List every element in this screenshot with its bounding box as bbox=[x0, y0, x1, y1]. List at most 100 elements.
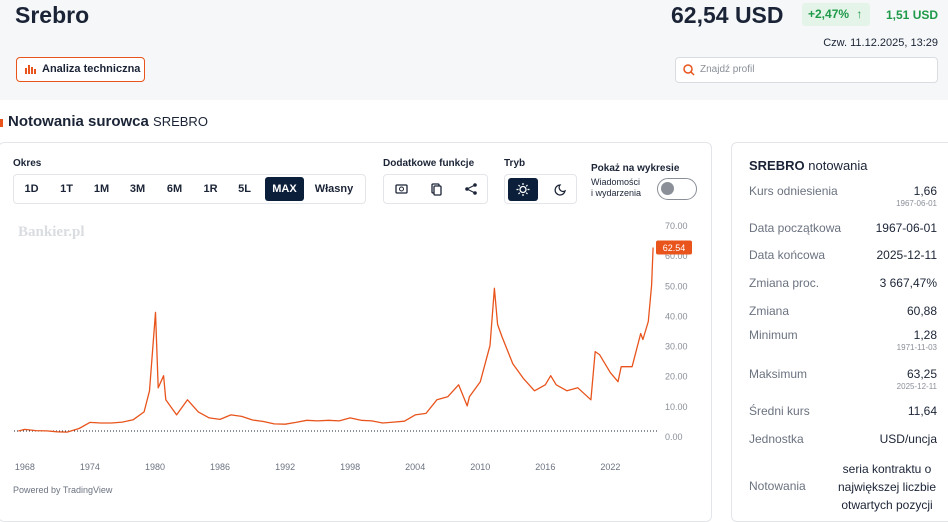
news-line: Wiadomości bbox=[591, 177, 641, 187]
stat-label: Zmiana proc. bbox=[749, 276, 820, 290]
stat-value: 2025-12-11 bbox=[876, 248, 938, 262]
stat-row: Kurs odniesienia 1,66 1967-06-01 bbox=[749, 184, 937, 208]
stat-row: Maksimum 63,25 2025-12-11 bbox=[749, 367, 937, 391]
search-placeholder: Znajdź profil bbox=[700, 64, 755, 75]
stat-row: Data końcowa 2025-12-11 bbox=[749, 248, 937, 268]
x-tick-label: 2010 bbox=[470, 462, 490, 472]
y-tick-label: 50.00 bbox=[665, 281, 688, 291]
stat-value: USD/uncja bbox=[879, 432, 937, 446]
y-tick-label: 0.00 bbox=[665, 432, 683, 442]
x-tick-label: 1968 bbox=[15, 462, 35, 472]
last-price-box bbox=[656, 240, 692, 255]
mode-label: Tryb bbox=[504, 158, 526, 169]
stat-label: Notowania bbox=[749, 479, 806, 493]
y-tick-label: 40.00 bbox=[665, 311, 688, 321]
stat-value: 1967-06-01 bbox=[875, 221, 937, 235]
stat-label: Maksimum bbox=[749, 367, 808, 381]
stat-value: 1,28 bbox=[913, 328, 937, 342]
period-button[interactable]: 3M bbox=[129, 183, 146, 195]
header bbox=[0, 0, 948, 100]
button-text: Analiza techniczna bbox=[42, 63, 141, 75]
stat-row: Zmiana proc. 3 667,47% bbox=[749, 276, 937, 296]
period-button[interactable]: 1T bbox=[60, 183, 73, 195]
period-button[interactable]: MAX bbox=[265, 177, 304, 201]
stat-row: Notowania seria kontraktu o największej l… bbox=[749, 460, 937, 514]
stat-label: Średni kurs bbox=[749, 404, 810, 418]
stat-row: Zmiana 60,88 bbox=[749, 304, 937, 324]
stat-value: seria kontraktu o największej liczbie ot… bbox=[837, 462, 937, 512]
x-tick-label: 2004 bbox=[405, 462, 425, 472]
x-tick-label: 1974 bbox=[80, 462, 100, 472]
y-tick-label: 70.00 bbox=[665, 221, 688, 231]
search[interactable]: Znajdź profil bbox=[675, 57, 938, 83]
change-abs: 1,51 USD bbox=[886, 8, 939, 22]
period-group bbox=[13, 174, 366, 204]
y-tick-label: 20.00 bbox=[665, 372, 688, 382]
price-line bbox=[18, 247, 654, 433]
stat-sub: 1971-11-03 bbox=[896, 343, 937, 352]
stat-value: 63,25 bbox=[906, 367, 937, 381]
y-tick-label: 30.00 bbox=[665, 342, 688, 352]
stat-value: 1,66 bbox=[913, 184, 937, 198]
news-line: i wydarzenia bbox=[591, 188, 642, 198]
chart-card bbox=[0, 142, 712, 522]
section-name: Notowania surowca bbox=[8, 113, 149, 130]
stat-label: Minimum bbox=[749, 328, 798, 342]
icon bbox=[25, 65, 36, 74]
price: 62,54 USD bbox=[671, 2, 784, 28]
x-tick-label: 2016 bbox=[535, 462, 555, 472]
stat-sub: 2025-12-11 bbox=[896, 382, 937, 391]
analysis-button[interactable]: Analiza techniczna bbox=[16, 57, 145, 82]
stats-title: SREBRO notowania bbox=[749, 158, 868, 173]
tool-icons bbox=[395, 183, 477, 196]
x-tick-label: 1992 bbox=[275, 462, 295, 472]
watermark: Bankier.pl bbox=[18, 224, 85, 240]
period-label: Okres bbox=[13, 158, 42, 169]
arrow: ↑ bbox=[856, 7, 863, 21]
extra-label: Dodatkowe funkcje bbox=[383, 158, 475, 169]
period-button[interactable]: 1M bbox=[93, 183, 110, 195]
stat-label: Data końcowa bbox=[749, 248, 826, 262]
x-tick-label: 1986 bbox=[210, 462, 230, 472]
tools bbox=[383, 174, 488, 204]
title: Srebro bbox=[15, 2, 90, 28]
mode-icons bbox=[508, 178, 566, 201]
period-button[interactable]: 1R bbox=[203, 183, 218, 195]
chart: 0.00 10.00 20.00 30.00 40.00 50.00 60.00 70.00 1… bbox=[14, 221, 692, 472]
stat-row: Data początkowa 1967-06-01 bbox=[749, 221, 937, 241]
stat-value: 60,88 bbox=[906, 304, 937, 318]
x-tick-label: 1980 bbox=[145, 462, 165, 472]
period-button[interactable]: Własny bbox=[314, 183, 354, 195]
mode[interactable] bbox=[504, 174, 577, 204]
x-tick-label: 2022 bbox=[600, 462, 620, 472]
y-tick-label: 10.00 bbox=[665, 402, 688, 412]
stats-subtitle: notowania bbox=[808, 158, 868, 173]
stat-value: 11,64 bbox=[907, 404, 937, 418]
stat-sub: 1967-06-01 bbox=[896, 199, 937, 208]
period-button[interactable]: 6M bbox=[166, 183, 183, 195]
stat-row: Jednostka USD/uncja bbox=[749, 432, 937, 452]
section-symbol: SREBRO bbox=[153, 114, 208, 129]
x-tick-label: 1998 bbox=[340, 462, 360, 472]
news-toggle[interactable] bbox=[657, 178, 697, 200]
period-button[interactable]: 1D bbox=[24, 183, 39, 195]
stat-value: 3 667,47% bbox=[879, 276, 937, 290]
show-label: Pokaż na wykresie bbox=[591, 163, 680, 174]
accent bbox=[0, 119, 3, 127]
stat-label: Jednostka bbox=[749, 432, 804, 446]
icon bbox=[683, 64, 695, 76]
stat-label: Kurs odniesienia bbox=[749, 184, 838, 198]
stat-label: Zmiana bbox=[749, 304, 790, 318]
datetime: Czw. 11.12.2025, 13:29 bbox=[823, 37, 938, 49]
stats-card bbox=[731, 142, 948, 522]
last-price-label: 62.54 bbox=[663, 243, 686, 253]
news-label: Wiadomości i wydarzenia bbox=[591, 177, 641, 199]
stat-row: Średni kurs 11,64 bbox=[749, 404, 937, 424]
change-badge: +2,47% ↑ bbox=[802, 3, 870, 26]
section-title: Notowania surowca SREBRO bbox=[8, 113, 208, 130]
period-button[interactable]: 5L bbox=[238, 183, 251, 195]
change-pct: +2,47% bbox=[808, 7, 850, 21]
y-tick-label: 60.00 bbox=[665, 251, 688, 261]
powered-by: Powered by TradingView bbox=[13, 485, 113, 495]
